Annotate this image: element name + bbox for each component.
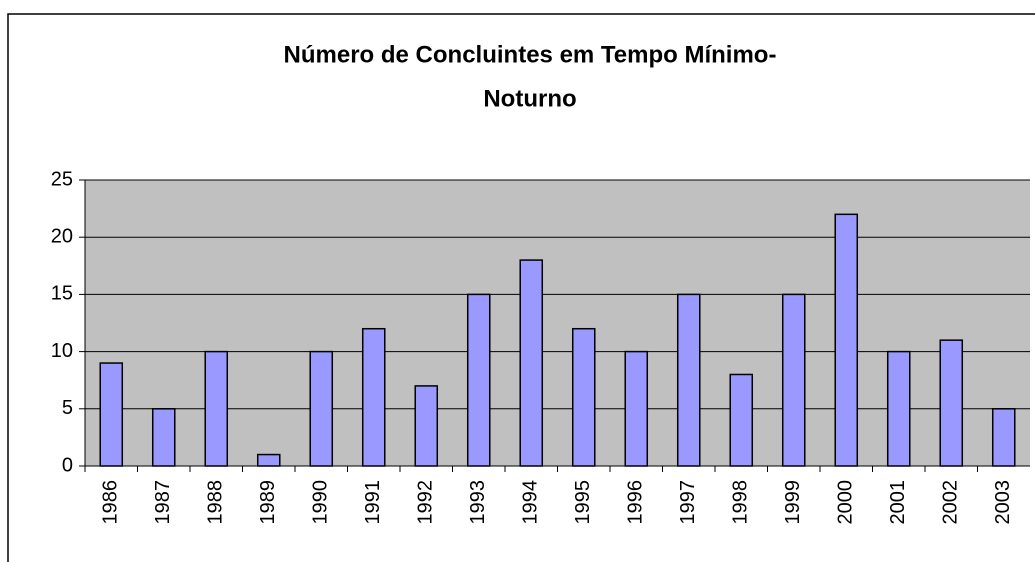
x-tick-label: 1990 [310, 480, 332, 525]
chart-title: Número de Concluintes em Tempo Mínimo- [284, 41, 777, 68]
bar [676, 293, 701, 467]
x-tick-label: 1986 [100, 480, 122, 525]
x-tick-label: 1991 [362, 480, 384, 525]
bar [151, 408, 176, 467]
bar [204, 350, 229, 467]
x-tick-label: 1987 [152, 480, 174, 525]
x-tick-label: 1995 [572, 480, 594, 525]
bar [466, 293, 491, 467]
x-tick-label: 1988 [205, 480, 227, 525]
bar [519, 259, 544, 467]
bar [729, 373, 754, 467]
plot-area [85, 180, 1030, 466]
y-tick-label: 25 [51, 168, 73, 190]
bar [309, 350, 334, 467]
bar [256, 453, 281, 467]
x-tick-label: 1999 [782, 480, 804, 525]
y-tick-label: 10 [51, 340, 73, 362]
x-tick-label: 1993 [467, 480, 489, 525]
chart-title: Noturno [483, 85, 576, 112]
bar [361, 327, 386, 467]
x-tick-label: 2002 [940, 480, 962, 525]
bar [571, 327, 596, 467]
x-tick-label: 2001 [887, 480, 909, 525]
y-tick-label: 15 [51, 283, 73, 305]
bar [886, 350, 911, 467]
y-tick-label: 0 [62, 454, 73, 476]
x-tick-label: 1992 [415, 480, 437, 525]
y-tick-label: 5 [62, 397, 73, 419]
x-tick-label: 2003 [992, 480, 1014, 525]
bar [781, 293, 806, 467]
x-tick-label: 1994 [520, 480, 542, 525]
bar [99, 362, 124, 467]
x-tick-label: 2000 [835, 480, 857, 525]
x-tick-label: 1998 [730, 480, 752, 525]
bar [834, 213, 859, 467]
bar [939, 339, 964, 467]
y-tick-label: 20 [51, 225, 73, 247]
x-tick-label: 1997 [677, 480, 699, 525]
bar [991, 408, 1016, 467]
x-tick-label: 1996 [625, 480, 647, 525]
bar [414, 385, 439, 467]
x-tick-label: 1989 [257, 480, 279, 525]
bar [624, 350, 649, 467]
